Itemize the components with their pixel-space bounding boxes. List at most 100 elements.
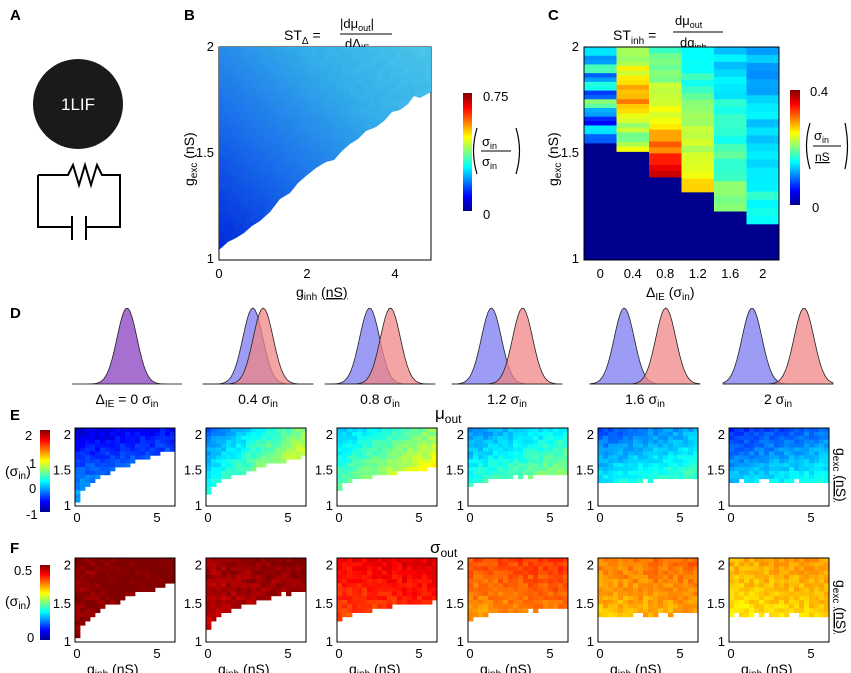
panel-e-cell (688, 474, 694, 480)
panel-f-cell (266, 583, 272, 588)
panel-e-cell (352, 443, 358, 448)
panel-e-cell (427, 447, 433, 452)
panel-e-cell (402, 447, 408, 452)
panel-e-cell (392, 455, 398, 460)
panel-e-cell (503, 447, 509, 452)
panel-b-title: STΔ = (284, 27, 321, 47)
panel-e-cell (729, 455, 735, 460)
panel-e-cell (246, 428, 252, 433)
panel-e-cell (150, 443, 156, 448)
panel-f-cell (256, 583, 262, 588)
panel-f-cell (533, 558, 539, 563)
panel-f-cell (633, 595, 639, 601)
panel-e-cell (407, 467, 413, 472)
panel-e-cell (95, 459, 101, 464)
panel-e-cell (90, 459, 96, 464)
panel-e-cell (819, 428, 825, 433)
panel-f-cell (658, 574, 664, 580)
panel-f-cell (653, 591, 659, 597)
panel-e-cell (95, 467, 101, 472)
panel-e-cell (538, 431, 544, 437)
panel-f-cell (814, 574, 820, 580)
panel-e-cell (145, 451, 151, 456)
panel-f-cell (734, 600, 740, 605)
panel-f-cell (734, 595, 740, 601)
panel-f-cell (548, 583, 554, 588)
panel-f-cell (281, 579, 287, 584)
panel-f-cell (251, 595, 257, 601)
panel-f-cell (251, 583, 257, 588)
panel-e-cell (819, 435, 825, 441)
panel-e-cell (653, 474, 659, 480)
panel-f-cell (563, 566, 569, 571)
panel-f-cell (387, 591, 393, 597)
panel-e-cell (483, 459, 489, 464)
panel-f-cell (120, 574, 126, 580)
panel-f-cell (427, 562, 433, 567)
panel-e-cell (528, 428, 534, 433)
panel-f-cell (744, 591, 750, 597)
panel-f-cell (357, 587, 363, 592)
panel-e-cell (417, 428, 423, 433)
panel-f-cell (618, 587, 624, 592)
panel-e-cell (473, 459, 479, 464)
panel-f-cell (468, 608, 474, 613)
panel-f-cell (643, 591, 649, 597)
panel-f-cell (508, 570, 514, 576)
panel-e-cell (427, 451, 433, 456)
panel-e-cell (809, 451, 815, 456)
panel-e-cell (513, 447, 519, 452)
panel-e-cell (528, 431, 534, 437)
panel-e-cell (301, 428, 307, 433)
panel-e-cell (216, 447, 222, 452)
panel-f-cell (774, 579, 780, 584)
panel-e-cell (809, 459, 815, 464)
panel-e-cell (804, 470, 810, 476)
panel-c-cell (714, 47, 747, 55)
panel-e-cell (683, 428, 689, 433)
panel-f-cell (784, 583, 790, 588)
panel-f-cell (729, 566, 735, 571)
panel-f-cell (603, 604, 609, 609)
panel-f-cell (683, 595, 689, 601)
panel-f-cell (653, 558, 659, 563)
panel-f-cell (563, 591, 569, 597)
panel-e-cell (236, 443, 242, 448)
panel-f-cell (468, 616, 474, 622)
panel-e-cell (357, 447, 363, 452)
panel-e-cell (125, 435, 131, 441)
panel-f-cell (663, 562, 669, 567)
panel-e-cell (286, 428, 292, 433)
panel-e-cell (115, 451, 121, 456)
panel-f-cell (734, 608, 740, 613)
panel-e-cell (236, 451, 242, 456)
panel-e-cell (498, 447, 504, 452)
panel-f-cell (598, 583, 604, 588)
panel-f-cell (135, 587, 141, 592)
panel-e-cell (90, 455, 96, 460)
panel-f-ytick: 2 (64, 558, 71, 573)
panel-f-cell (221, 574, 227, 580)
panel-f-cell (518, 595, 524, 601)
panel-e-cell (216, 463, 222, 468)
panel-f-cell (809, 591, 815, 597)
panel-f-cell (231, 579, 237, 584)
panel-f-cell (688, 562, 694, 567)
panel-f-cell (653, 570, 659, 576)
panel-f-cell (784, 587, 790, 592)
panel-f-cell (402, 579, 408, 584)
panel-f-cell (483, 570, 489, 576)
panel-f-cell (493, 583, 499, 588)
panel-e-cell (483, 474, 489, 480)
panel-e-cell (804, 447, 810, 452)
panel-f-cell (608, 595, 614, 601)
panel-e-cell (693, 463, 699, 468)
panel-e-cell (251, 463, 257, 468)
panel-e-cell (120, 443, 126, 448)
panel-e-cell (598, 431, 604, 437)
panel-e-cell (749, 459, 755, 464)
panel-e-cell (155, 451, 161, 456)
panel-e-cell (372, 443, 378, 448)
panel-e-cell (824, 447, 830, 452)
panel-e-cell (100, 439, 106, 444)
